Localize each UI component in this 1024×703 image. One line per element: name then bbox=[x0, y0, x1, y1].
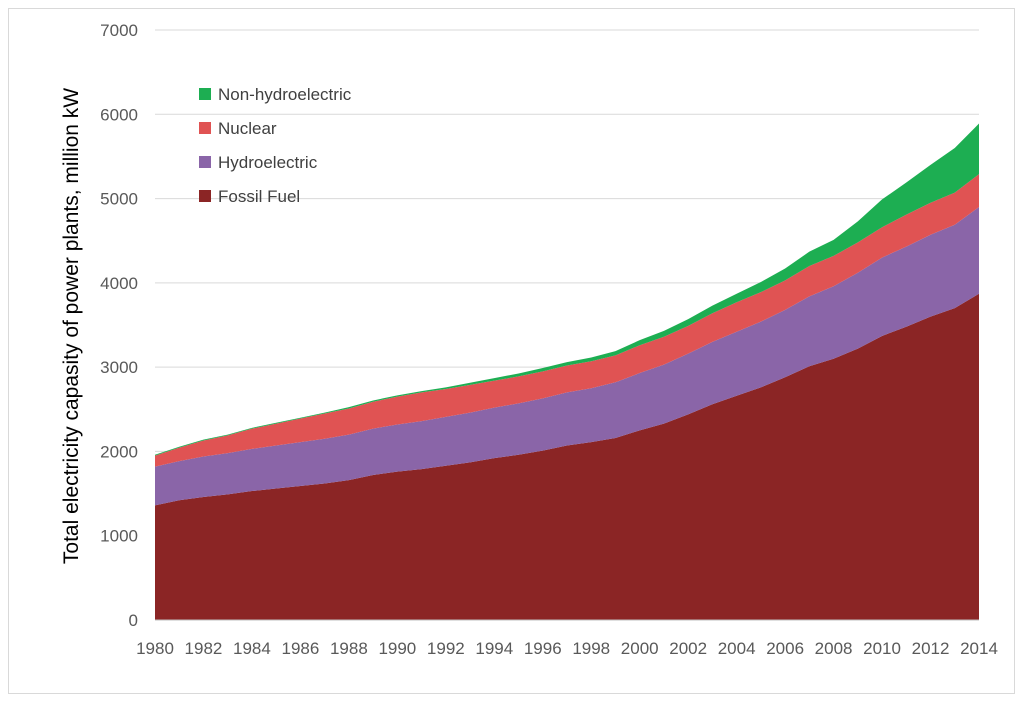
x-tick-label: 1980 bbox=[136, 639, 174, 658]
y-tick-label: 7000 bbox=[100, 21, 138, 40]
x-tick-label: 2000 bbox=[621, 639, 659, 658]
x-tick-label: 1996 bbox=[524, 639, 562, 658]
legend-label-fossil-fuel: Fossil Fuel bbox=[218, 187, 300, 206]
legend-label-nuclear: Nuclear bbox=[218, 119, 277, 138]
y-tick-label: 3000 bbox=[100, 358, 138, 377]
legend-swatch-non-hydroelectric bbox=[199, 88, 211, 100]
x-tick-label: 1984 bbox=[233, 639, 271, 658]
legend-swatch-hydroelectric bbox=[199, 156, 211, 168]
x-tick-label: 1994 bbox=[475, 639, 513, 658]
x-tick-label: 2006 bbox=[766, 639, 804, 658]
y-tick-label: 6000 bbox=[100, 105, 138, 124]
chart-frame bbox=[8, 8, 1015, 694]
x-tick-label: 1982 bbox=[185, 639, 223, 658]
x-tick-label: 2002 bbox=[669, 639, 707, 658]
area-hydroelectric bbox=[155, 207, 979, 506]
area-layer bbox=[155, 123, 979, 620]
legend: Non-hydroelectric Nuclear Hydroelectric Fos… bbox=[199, 85, 352, 206]
area-fossil-fuel bbox=[155, 293, 979, 620]
legend-swatch-nuclear bbox=[199, 122, 211, 134]
x-tick-label: 2010 bbox=[863, 639, 901, 658]
x-tick-label: 1988 bbox=[330, 639, 368, 658]
legend-label-non-hydroelectric: Non-hydroelectric bbox=[218, 85, 352, 104]
y-tick-labels: 0 1000 2000 3000 4000 5000 6000 7000 bbox=[100, 21, 138, 630]
y-tick-label: 2000 bbox=[100, 442, 138, 461]
x-tick-label: 2012 bbox=[912, 639, 950, 658]
x-tick-labels: 1980 1982 1984 1986 1988 1990 1992 1994 1996 1998… bbox=[136, 639, 998, 658]
legend-label-hydroelectric: Hydroelectric bbox=[218, 153, 318, 172]
y-axis-label: Total electricity capasity of power plan… bbox=[60, 88, 83, 564]
x-tick-label: 1990 bbox=[378, 639, 416, 658]
y-tick-label: 1000 bbox=[100, 527, 138, 546]
x-tick-label: 2008 bbox=[815, 639, 853, 658]
x-tick-label: 1998 bbox=[572, 639, 610, 658]
y-tick-label: 0 bbox=[129, 611, 138, 630]
x-tick-label: 2004 bbox=[718, 639, 756, 658]
x-tick-label: 1992 bbox=[427, 639, 465, 658]
y-tick-label: 4000 bbox=[100, 274, 138, 293]
y-tick-label: 5000 bbox=[100, 190, 138, 209]
area-nuclear bbox=[155, 174, 979, 467]
x-tick-label: 1986 bbox=[281, 639, 319, 658]
x-tick-label: 2014 bbox=[960, 639, 998, 658]
legend-swatch-fossil-fuel bbox=[199, 190, 211, 202]
